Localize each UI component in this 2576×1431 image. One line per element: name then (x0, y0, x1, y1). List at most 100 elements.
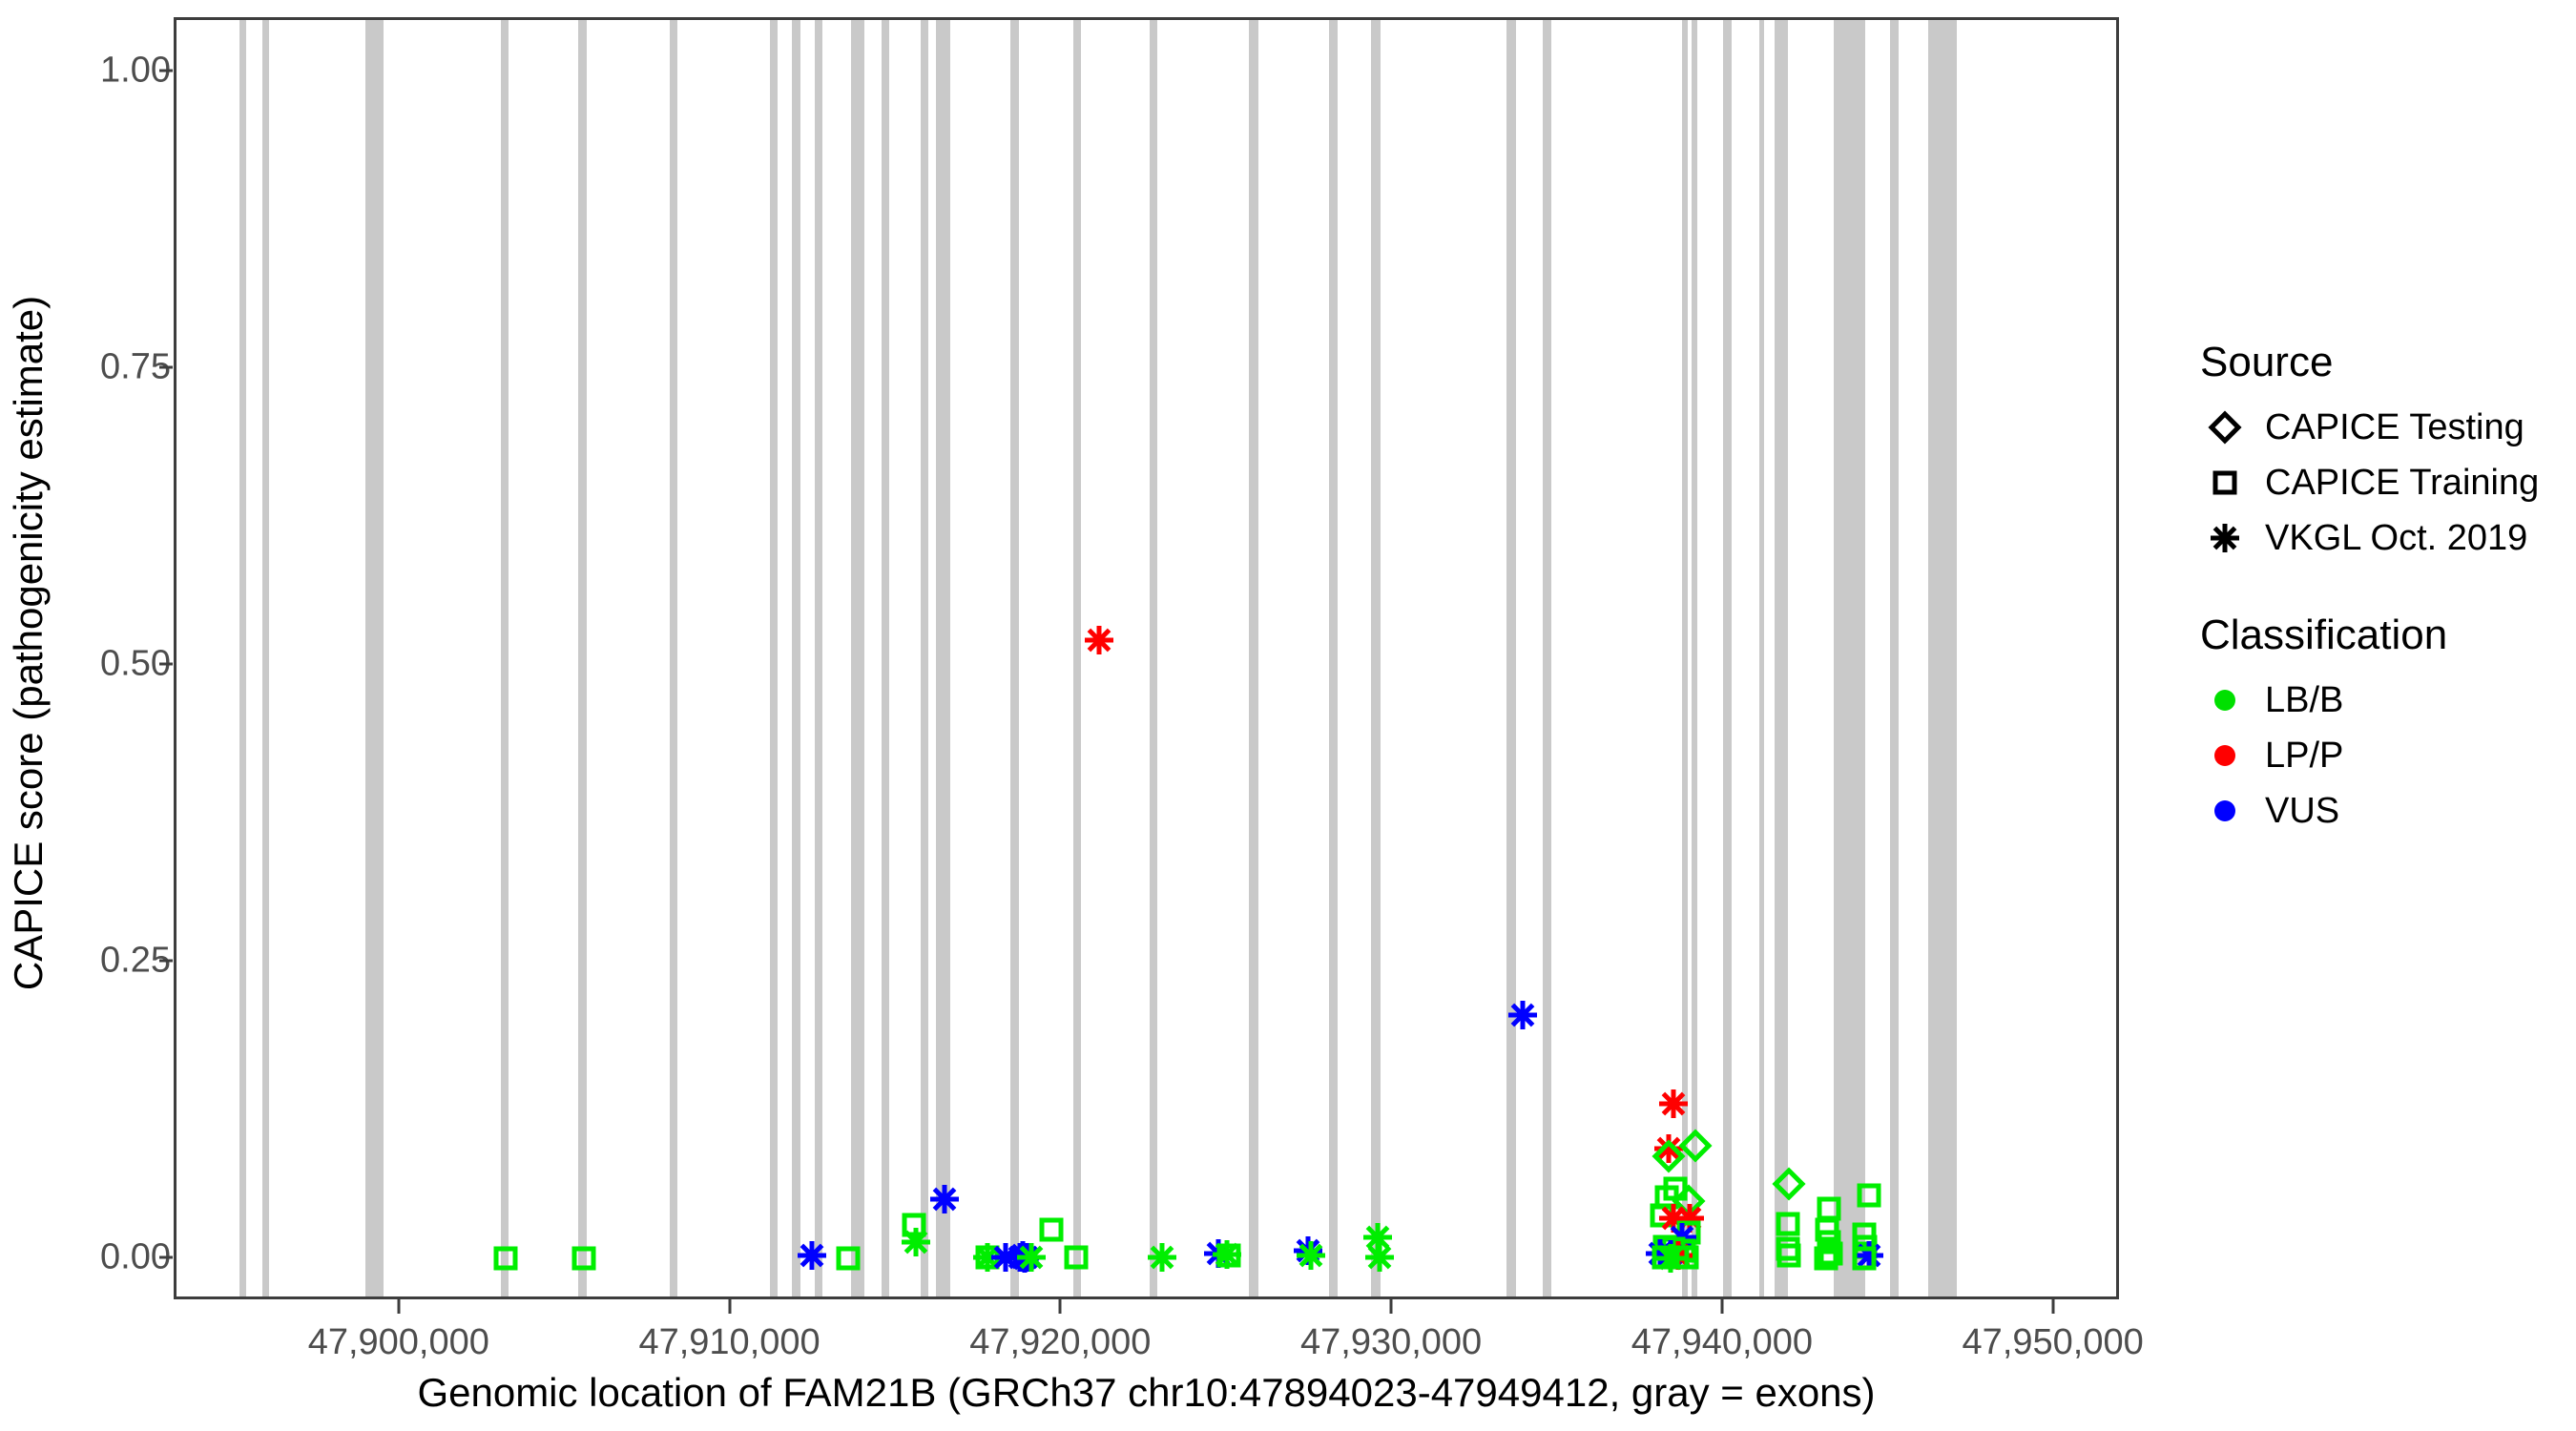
exon-band (1072, 20, 1081, 1296)
legend-spacer (2194, 566, 2566, 612)
exon-band (1248, 20, 1258, 1296)
y-axis-title: CAPICE score (pathogenicity estimate) (6, 295, 51, 991)
y-tick-label: 0.25 (100, 940, 171, 981)
exon-band (500, 20, 509, 1296)
exon-band (935, 20, 951, 1296)
circle-icon (2194, 741, 2255, 770)
legend-label: CAPICE Training (2265, 462, 2540, 503)
data-point (973, 1243, 1002, 1272)
legend: Source CAPICE Testing CAPICE Training VKGL… (2194, 339, 2566, 839)
exon-band (1543, 20, 1552, 1296)
data-point (1295, 1239, 1327, 1272)
legend-label: LP/P (2265, 735, 2344, 776)
data-point (1652, 1183, 1681, 1212)
exon-band (1723, 20, 1732, 1296)
legend-source-title: Source (2200, 339, 2334, 385)
exon-band (1009, 20, 1019, 1296)
y-tick-mark (159, 365, 173, 369)
y-tick-label: 0.50 (100, 643, 171, 684)
exon-band (815, 20, 823, 1296)
exon-band (262, 20, 270, 1296)
x-tick-mark (1058, 1299, 1062, 1314)
exon-band (1149, 20, 1158, 1296)
plot-area (177, 20, 2116, 1296)
x-tick-label: 47,930,000 (1300, 1322, 1483, 1362)
x-axis-title: Genomic location of FAM21B (GRCh37 chr10… (417, 1370, 1876, 1415)
asterisk-icon (2194, 522, 2255, 554)
y-tick-mark (159, 662, 173, 666)
exon-band (1774, 20, 1788, 1296)
y-tick-mark (159, 1255, 173, 1259)
exon-band (1890, 20, 1899, 1296)
y-tick-label: 1.00 (100, 50, 171, 91)
legend-item-source[interactable]: CAPICE Training (2194, 455, 2566, 510)
exon-band (364, 20, 384, 1296)
exon-band (881, 20, 889, 1296)
x-tick-mark (2051, 1299, 2055, 1314)
exon-band (1681, 20, 1689, 1296)
x-tick-mark (397, 1299, 401, 1314)
exon-band (921, 20, 929, 1296)
data-point (1211, 1238, 1243, 1271)
legend-classification-group: LB/B LP/P VUS (2194, 673, 2566, 839)
data-point (1015, 1241, 1048, 1274)
data-point (1652, 1132, 1685, 1165)
legend-label: VUS (2265, 790, 2340, 831)
x-tick-label: 47,950,000 (1962, 1322, 2144, 1362)
x-tick-label: 47,900,000 (307, 1322, 489, 1362)
data-point (971, 1241, 1004, 1274)
exon-band (791, 20, 800, 1296)
x-tick-mark (1720, 1299, 1724, 1314)
exon-band (239, 20, 246, 1296)
data-point (796, 1239, 828, 1272)
square-icon (2194, 468, 2255, 497)
legend-classification-title: Classification (2200, 612, 2448, 658)
exon-band (1506, 20, 1517, 1296)
exon-band (669, 20, 677, 1296)
exon-band (851, 20, 865, 1296)
exon-band (1691, 20, 1697, 1296)
exon-band (1370, 20, 1381, 1296)
x-tick-mark (1389, 1299, 1393, 1314)
data-point (1673, 1202, 1706, 1234)
x-tick-label: 47,910,000 (638, 1322, 821, 1362)
exon-band (1329, 20, 1339, 1296)
y-tick-label: 0.00 (100, 1236, 171, 1277)
data-point (1651, 1233, 1679, 1261)
legend-item-classification[interactable]: LP/P (2194, 728, 2566, 783)
data-point (1652, 1139, 1686, 1173)
data-point (1004, 1241, 1036, 1274)
data-point (1083, 624, 1115, 656)
circle-icon (2194, 797, 2255, 825)
plot-panel (174, 17, 2119, 1299)
data-point (1648, 1201, 1676, 1230)
data-point (1662, 1239, 1694, 1272)
data-point (1644, 1237, 1676, 1270)
y-tick-label: 0.75 (100, 346, 171, 387)
legend-source-group: CAPICE Testing CAPICE Training VKGL Oct. 2… (2194, 400, 2566, 566)
legend-label: LB/B (2265, 679, 2344, 720)
data-point (1292, 1234, 1324, 1267)
data-point (1650, 1243, 1678, 1272)
legend-item-source[interactable]: CAPICE Testing (2194, 400, 2566, 455)
diamond-icon (2194, 410, 2255, 445)
y-tick-mark (159, 69, 173, 73)
legend-item-classification[interactable]: LB/B (2194, 673, 2566, 728)
data-point (1202, 1237, 1235, 1270)
legend-item-source[interactable]: VKGL Oct. 2019 (2194, 510, 2566, 566)
exon-band (578, 20, 587, 1296)
y-tick-mark (159, 959, 173, 963)
exon-band (1759, 20, 1765, 1296)
data-point (1674, 1218, 1703, 1247)
x-tick-label: 47,920,000 (969, 1322, 1152, 1362)
exon-band (770, 20, 779, 1296)
circle-icon (2194, 686, 2255, 715)
exon-band (1928, 20, 1957, 1296)
legend-item-classification[interactable]: VUS (2194, 783, 2566, 839)
data-point (1215, 1241, 1243, 1270)
x-tick-label: 47,940,000 (1631, 1322, 1813, 1362)
exon-band (1834, 20, 1866, 1296)
x-tick-mark (728, 1299, 732, 1314)
data-point (1037, 1215, 1066, 1244)
